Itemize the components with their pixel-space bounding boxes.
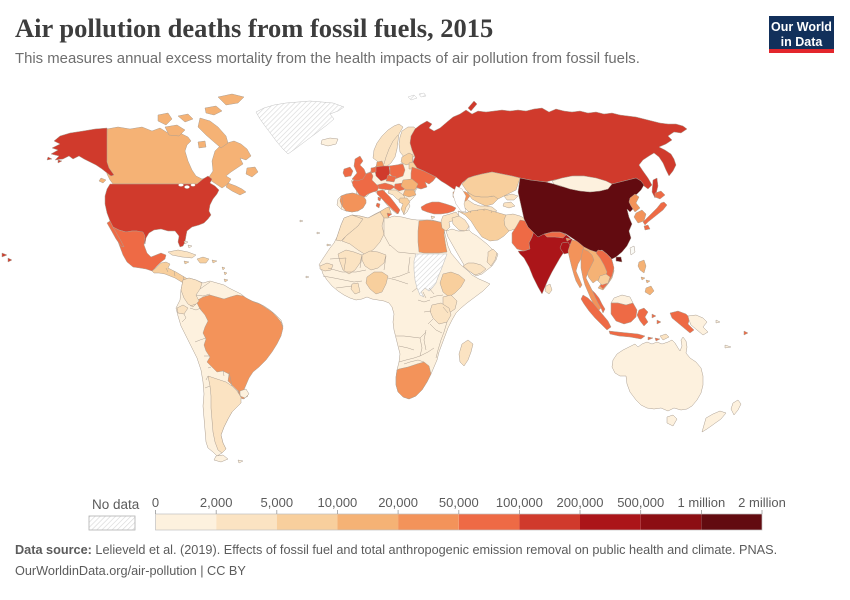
svg-text:2,000: 2,000 — [200, 495, 233, 510]
svg-text:2 million: 2 million — [738, 495, 786, 510]
svg-text:20,000: 20,000 — [378, 495, 418, 510]
svg-text:1 million: 1 million — [678, 495, 726, 510]
svg-text:5,000: 5,000 — [261, 495, 294, 510]
svg-text:100,000: 100,000 — [496, 495, 543, 510]
svg-text:50,000: 50,000 — [439, 495, 479, 510]
svg-text:10,000: 10,000 — [318, 495, 358, 510]
svg-text:0: 0 — [152, 495, 159, 510]
svg-text:200,000: 200,000 — [557, 495, 604, 510]
svg-text:500,000: 500,000 — [617, 495, 664, 510]
svg-text:No data: No data — [92, 497, 140, 512]
